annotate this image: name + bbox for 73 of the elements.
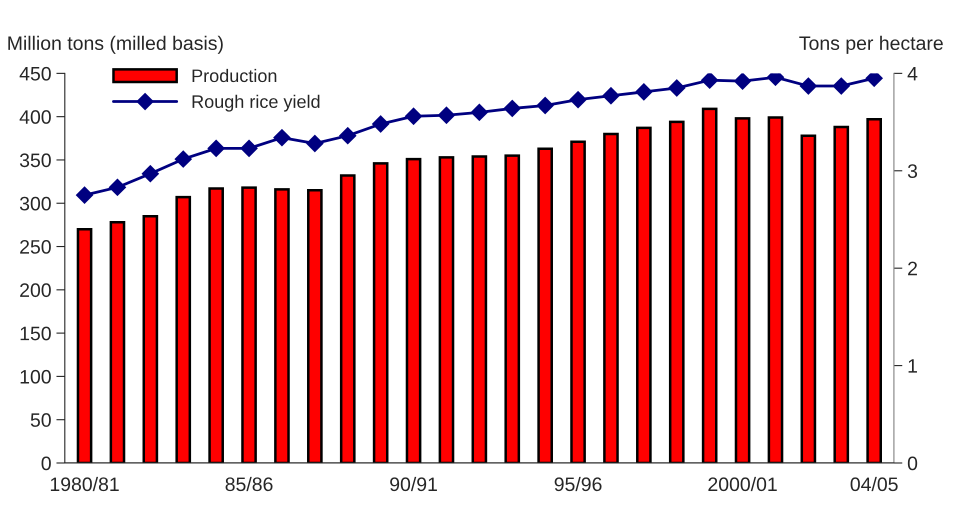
bar [175,196,192,463]
point [174,150,192,168]
y2-tick-label: 3 [908,164,918,178]
point [470,104,488,121]
bar [636,126,652,463]
bar [307,189,323,463]
x-tick-label: 85/86 [226,476,273,492]
bar [603,132,619,463]
y-tick-label: 200 [20,283,51,298]
bar [472,155,488,463]
bar [504,154,520,463]
y2-tick-label: 1 [908,359,917,373]
bar [702,108,718,463]
y-tick-label: 150 [20,326,51,340]
x-tick-label: 2000/01 [708,476,777,492]
bar [406,158,422,463]
bar [208,187,224,463]
y-axis-title: Million tons (milled basis) [8,36,223,54]
point [208,140,225,157]
point [602,87,620,104]
bar [537,147,553,463]
bar [800,134,816,463]
y-tick-label: 350 [20,153,51,168]
bar [570,140,586,463]
y2-axis-title: Tons per hectare [799,36,943,54]
point [372,115,390,133]
point [536,96,554,114]
point [339,127,356,144]
bar [866,118,882,463]
x-tick-label: 90/91 [390,476,437,492]
bar [372,162,388,463]
legend-label: Rough rice yield [192,94,320,112]
bar [110,221,126,463]
point [108,178,126,196]
bar [241,186,257,463]
point [76,186,94,204]
y2-tick-label: 2 [908,262,917,276]
bar [833,126,850,463]
y-tick-label: 250 [20,240,51,254]
bar [340,174,356,463]
point [306,134,324,152]
point [405,108,422,125]
y-tick-label: 0 [42,456,51,470]
bar [274,188,290,463]
bar [142,214,158,463]
point [142,165,159,182]
point [701,73,718,89]
bar [438,156,454,463]
x-tick-label: 95/96 [554,476,602,492]
legend-label: Production [192,68,276,82]
bar [668,120,685,463]
point [273,129,291,146]
x-tick-label: 04/05 [850,476,898,492]
y-tick-label: 450 [20,66,51,81]
y-tick-label: 300 [20,196,51,210]
bar [734,117,750,463]
y2-tick-label: 0 [908,456,918,470]
y-tick-label: 400 [20,110,51,124]
point [734,73,752,90]
point [570,91,587,108]
x-tick-label: 1980/81 [50,476,119,492]
point [800,77,817,95]
point [504,100,521,117]
point [635,83,652,100]
y-tick-label: 100 [20,370,51,384]
point [240,140,258,157]
bar [768,116,784,463]
bar [76,228,92,463]
point [832,77,850,95]
point [668,79,686,97]
y-tick-label: 50 [30,413,51,427]
y2-tick-label: 4 [908,67,918,80]
point [438,106,456,124]
